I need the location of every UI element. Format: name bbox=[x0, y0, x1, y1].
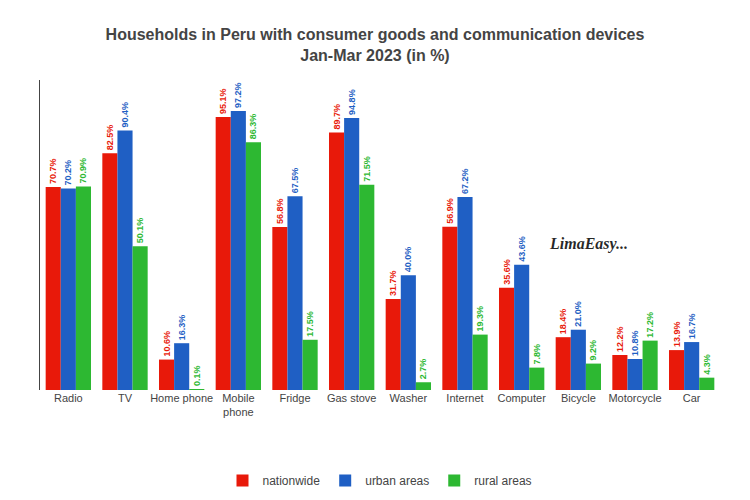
svg-text:56.9%: 56.9% bbox=[445, 198, 455, 224]
svg-text:71.5%: 71.5% bbox=[362, 156, 372, 182]
svg-text:70.2%: 70.2% bbox=[63, 160, 73, 186]
svg-text:70.9%: 70.9% bbox=[78, 158, 88, 184]
svg-text:89.7%: 89.7% bbox=[332, 104, 342, 130]
svg-text:35.6%: 35.6% bbox=[502, 259, 512, 285]
svg-text:12.2%: 12.2% bbox=[615, 326, 625, 352]
svg-text:10.6%: 10.6% bbox=[162, 331, 172, 357]
svg-text:19.3%: 19.3% bbox=[475, 306, 485, 332]
svg-text:16.7%: 16.7% bbox=[687, 314, 697, 340]
svg-text:LimaEasy...: LimaEasy... bbox=[549, 235, 628, 253]
svg-text:7.8%: 7.8% bbox=[532, 344, 542, 365]
svg-text:67.5%: 67.5% bbox=[290, 168, 300, 194]
svg-text:Motorcycle: Motorcycle bbox=[608, 392, 661, 404]
svg-text:Car: Car bbox=[683, 392, 701, 404]
svg-text:Fridge: Fridge bbox=[279, 392, 310, 404]
svg-text:40.0%: 40.0% bbox=[403, 247, 413, 273]
svg-text:95.1%: 95.1% bbox=[218, 88, 228, 114]
svg-text:13.9%: 13.9% bbox=[672, 322, 682, 348]
svg-text:82.5%: 82.5% bbox=[105, 125, 115, 151]
svg-text:2.7%: 2.7% bbox=[418, 359, 428, 380]
svg-text:Radio: Radio bbox=[54, 392, 83, 404]
svg-text:nationwide: nationwide bbox=[263, 474, 321, 488]
svg-text:18.4%: 18.4% bbox=[558, 309, 568, 335]
svg-text:Washer: Washer bbox=[390, 392, 428, 404]
svg-text:50.1%: 50.1% bbox=[135, 218, 145, 244]
svg-text:Households in Peru with consum: Households in Peru with consumer goods a… bbox=[106, 26, 645, 64]
svg-text:TV: TV bbox=[118, 392, 133, 404]
svg-text:86.3%: 86.3% bbox=[248, 114, 258, 140]
svg-text:Mobilephone: Mobilephone bbox=[222, 392, 254, 418]
svg-text:70.7%: 70.7% bbox=[48, 159, 58, 185]
svg-text:31.7%: 31.7% bbox=[388, 270, 398, 296]
svg-text:21.0%: 21.0% bbox=[573, 301, 583, 327]
svg-text:10.8%: 10.8% bbox=[630, 330, 640, 356]
svg-text:56.8%: 56.8% bbox=[275, 198, 285, 224]
svg-text:94.8%: 94.8% bbox=[347, 89, 357, 115]
svg-text:0.1%: 0.1% bbox=[192, 365, 202, 386]
svg-text:97.2%: 97.2% bbox=[233, 82, 243, 108]
svg-text:17.2%: 17.2% bbox=[645, 312, 655, 338]
svg-text:4.3%: 4.3% bbox=[702, 354, 712, 375]
svg-text:17.5%: 17.5% bbox=[305, 311, 315, 337]
svg-text:67.2%: 67.2% bbox=[460, 169, 470, 195]
svg-text:90.4%: 90.4% bbox=[120, 102, 130, 128]
svg-text:43.6%: 43.6% bbox=[517, 236, 527, 262]
svg-text:urban areas: urban areas bbox=[365, 474, 429, 488]
svg-text:Home phone: Home phone bbox=[150, 392, 213, 404]
svg-text:rural areas: rural areas bbox=[474, 474, 531, 488]
svg-text:Computer: Computer bbox=[498, 392, 547, 404]
svg-text:Gas stove: Gas stove bbox=[327, 392, 377, 404]
svg-text:9.2%: 9.2% bbox=[588, 340, 598, 361]
svg-text:Bicycle: Bicycle bbox=[561, 392, 596, 404]
svg-text:16.3%: 16.3% bbox=[177, 315, 187, 341]
svg-text:Internet: Internet bbox=[446, 392, 483, 404]
